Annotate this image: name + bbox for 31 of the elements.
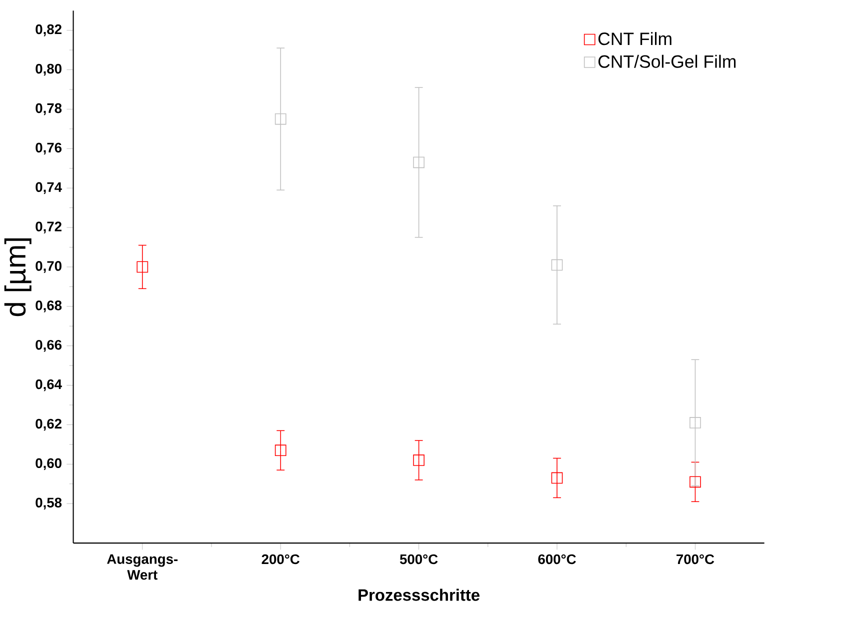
x-tick-label: 600°C [538,554,576,564]
point [690,476,701,488]
point [413,156,424,168]
point [551,472,563,484]
point [274,113,286,125]
x-tick-label: Ausgangs-Wert [107,554,178,580]
point [413,454,424,466]
y-tick-label: 0,68 [36,300,62,312]
y-axis-title: d [µm] [4,238,32,316]
y-tick-label: 0,70 [36,260,62,273]
y-tick-label: 0,82 [36,24,62,36]
point [551,259,563,270]
x-axis-title: Prozessschritte [358,588,480,601]
y-tick-label: 0,58 [36,498,62,510]
y-tick-label: 0,64 [36,379,62,392]
point [136,261,148,272]
y-tick-label: 0,78 [36,103,62,115]
y-tick-label: 0,66 [36,340,62,352]
y-tick-label: 0,80 [36,64,62,76]
legend-label: CNT Film [598,32,672,45]
point [274,444,286,456]
y-tick-label: 0,72 [36,221,62,234]
y-tick-label: 0,60 [36,458,62,470]
y-tick-label: 0,62 [36,418,62,430]
x-tick-label: 200°C [262,554,300,564]
point [690,416,701,428]
y-tick-label: 0,76 [36,142,62,154]
x-tick-label: 500°C [400,554,438,564]
legend-label: CNT/Sol-Gel Film [598,54,736,68]
x-tick-label: 700°C [676,554,714,564]
y-tick-label: 0,74 [36,182,62,194]
